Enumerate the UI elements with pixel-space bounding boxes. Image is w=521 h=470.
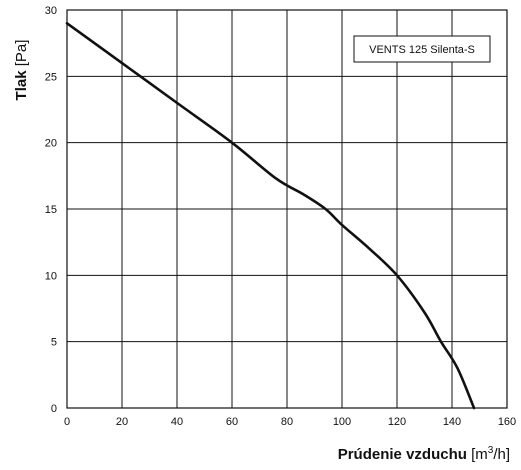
x-tick-label: 80 xyxy=(281,416,293,428)
plot-frame xyxy=(66,9,508,409)
y-tick-label: 0 xyxy=(51,403,57,415)
tick-labels: 0 20 40 60 80 100 120 140 160 0 5 10 15 20 25 30 xyxy=(45,5,516,428)
grid-lines xyxy=(66,9,508,409)
y-tick-label: 15 xyxy=(45,204,57,216)
x-tick-label: 120 xyxy=(388,416,406,428)
y-tick-label: 30 xyxy=(45,5,57,17)
x-tick-label: 100 xyxy=(333,416,351,428)
legend-box xyxy=(353,35,491,63)
x-tick-label: 0 xyxy=(64,416,70,428)
x-tick-label: 140 xyxy=(443,416,461,428)
y-tick-label: 20 xyxy=(45,138,57,150)
y-axis-title: Tlak [Pa] xyxy=(13,40,30,101)
x-tick-label: 40 xyxy=(171,416,183,428)
y-tick-label: 25 xyxy=(45,71,57,83)
x-tick-label: 20 xyxy=(116,416,128,428)
x-tick-label: 160 xyxy=(498,416,516,428)
x-tick-label: 60 xyxy=(226,416,238,428)
legend: VENTS 125 Silenta-S xyxy=(353,35,491,63)
x-axis-title: Prúdenie vzduchu [m3/h] xyxy=(338,445,510,463)
series-layer xyxy=(65,21,476,410)
y-tick-label: 5 xyxy=(51,337,57,349)
y-tick-label: 10 xyxy=(45,270,57,282)
legend-entry: VENTS 125 Silenta-S xyxy=(369,44,475,56)
series-line xyxy=(65,21,476,410)
